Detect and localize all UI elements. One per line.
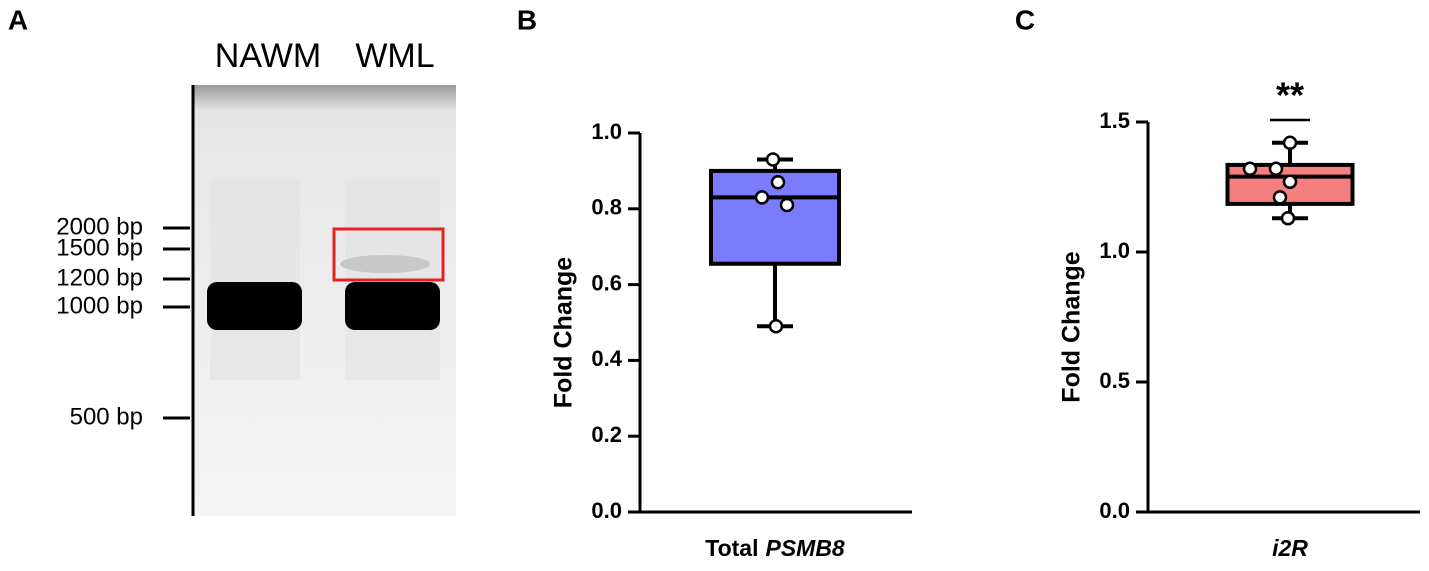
y-tick-label: 0.5 — [1099, 368, 1130, 393]
lane-label: NAWM — [215, 37, 321, 75]
ladder-label: 500 bp — [70, 403, 143, 430]
y-tick-label: 0.2 — [591, 422, 622, 447]
y-tick-label: 1.5 — [1099, 108, 1130, 133]
data-point — [1280, 210, 1296, 226]
band — [345, 282, 440, 330]
ladder-label: 1200 bp — [56, 264, 143, 291]
band — [340, 255, 430, 273]
highlight-box — [332, 227, 445, 282]
lane-label: WML — [355, 37, 434, 75]
chart-panel: B 0.0 0.2 0.4 0.6 0.8 1.0 Fold Change Total PSMB8 — [517, 4, 912, 561]
x-label-part: i2R — [1272, 535, 1308, 561]
data-point — [1268, 161, 1284, 177]
y-tick-label: 0.8 — [591, 195, 622, 220]
y-tick-label: 1.0 — [591, 119, 622, 144]
panel-label: C — [1015, 4, 1035, 35]
y-tick-label: 0.4 — [591, 346, 622, 371]
data-point — [770, 175, 786, 190]
y-tick-label: 0.6 — [591, 270, 622, 295]
charts: B 0.0 0.2 0.4 0.6 0.8 1.0 Fold Change Total PSMB8… — [517, 4, 1420, 561]
band — [207, 282, 302, 330]
y-tick-label: 0.0 — [1099, 498, 1130, 523]
ladder-label: 1500 bp — [56, 234, 143, 261]
data-point — [1282, 135, 1298, 151]
ladder-label: 2000 bp — [56, 213, 143, 240]
data-point — [765, 152, 781, 167]
data-point — [1272, 190, 1288, 205]
x-axis-label: i2R — [1272, 535, 1308, 561]
panel-label: A — [8, 4, 28, 35]
x-label-part: Total — [705, 535, 758, 561]
data-point — [754, 190, 770, 205]
x-axis-label: Total PSMB8 — [705, 535, 845, 561]
data-point — [1242, 161, 1258, 177]
y-tick-label: 0.0 — [591, 498, 622, 523]
data-point — [1282, 174, 1298, 190]
x-label-part: PSMB8 — [765, 535, 844, 561]
ladder-label: 1000 bp — [56, 292, 143, 319]
lane — [210, 180, 300, 380]
y-tick-label: 1.0 — [1099, 238, 1130, 263]
data-point — [768, 319, 784, 334]
significance: ** — [1276, 75, 1304, 116]
chart-panel: C 0.0 0.5 1.0 1.5 Fold Change i2R ** — [1015, 4, 1420, 561]
y-axis-label: Fold Change — [550, 257, 578, 408]
y-axis-label: Fold Change — [1058, 251, 1086, 402]
data-point — [779, 197, 795, 213]
panel-label: B — [517, 4, 537, 35]
